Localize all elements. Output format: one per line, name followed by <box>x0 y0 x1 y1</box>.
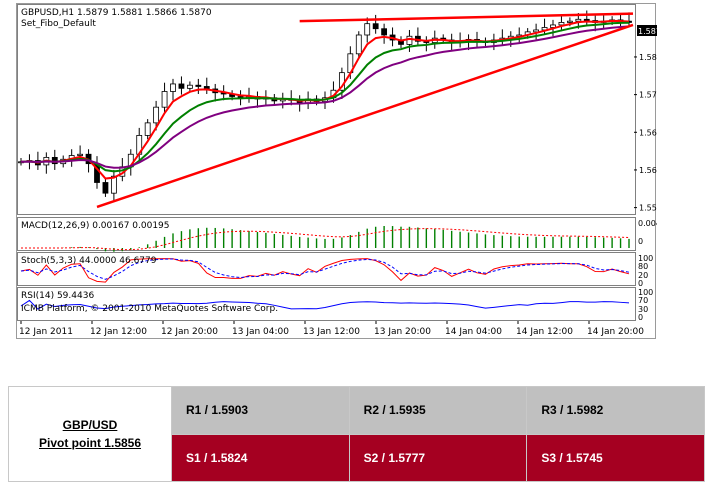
price-tick-label: 1.5695 <box>639 128 657 137</box>
price-panel-border <box>17 4 636 215</box>
candle-body <box>102 182 109 194</box>
price-tick-label: 1.5815 <box>639 53 657 62</box>
chart-svg: 1.5815 1.5755 1.5695 1.5635 1.5575 12 Jan 20… <box>17 4 657 337</box>
stoch-panel-border <box>17 252 636 286</box>
candle-body <box>575 18 582 22</box>
rsi-line <box>20 299 630 310</box>
candle-body <box>406 35 413 45</box>
candle-body <box>364 23 371 36</box>
rsi-tick-30: 30 <box>638 305 648 314</box>
copyright-label: ICMB Platform, © 2001-2010 MetaQuotes So… <box>21 304 278 314</box>
price-tick-label: 1.5575 <box>639 204 657 213</box>
stoch-tick-20: 20 <box>638 271 648 280</box>
candle-body <box>110 175 117 194</box>
time-tick-label: 12 Jan 20:00 <box>161 327 218 337</box>
current-price-tag <box>637 25 657 36</box>
candle-body <box>144 122 151 136</box>
time-axis: 12 Jan 2011 12 Jan 12:00 12 Jan 20:00 13 Ja… <box>19 321 644 337</box>
pivot-point-label: Pivot point 1.5856 <box>38 436 142 450</box>
resistance-1: R1 / 1.5903 <box>171 386 350 435</box>
stoch-signal-line <box>20 258 630 280</box>
support-2: S2 / 1.5777 <box>348 433 528 482</box>
candle-body <box>381 28 388 36</box>
stoch-tick-0: 0 <box>638 279 643 288</box>
pivot-cell: GBP/USD Pivot point 1.5856 <box>8 386 172 482</box>
macd-label: MACD(12,26,9) 0.00167 0.00195 <box>21 221 170 231</box>
time-tick-label: 13 Jan 04:00 <box>232 327 289 337</box>
stoch-label: Stoch(5,3,3) 44.0000 46.6779 <box>21 256 157 266</box>
price-tick-label: 1.5635 <box>639 166 657 175</box>
ma-slow-line <box>20 25 630 169</box>
candle-body <box>355 34 362 55</box>
rsi-line-path <box>20 299 630 310</box>
candle-body <box>533 29 540 33</box>
time-tick-label: 14 Jan 12:00 <box>516 327 573 337</box>
template-label: Set_Fibo_Default <box>21 19 96 29</box>
candle-body <box>178 83 185 89</box>
candle-body <box>153 106 160 124</box>
symbol-line: GBPUSD,H1 1.5879 1.5881 1.5866 1.5870 <box>21 8 212 18</box>
macd-tick-zero: 0 <box>638 237 643 246</box>
moving-averages <box>20 19 630 180</box>
candle-body <box>566 20 573 23</box>
stochastic-lines <box>20 258 630 283</box>
rsi-tick-70: 70 <box>638 296 648 305</box>
candle-body <box>195 84 202 87</box>
time-tick-label: 12 Jan 2011 <box>19 327 73 337</box>
candle-body <box>170 83 176 92</box>
time-tick-label: 12 Jan 12:00 <box>90 327 147 337</box>
stoch-tick-100: 100 <box>638 254 653 263</box>
macd-histogram <box>20 226 630 252</box>
support-trendline <box>96 23 634 209</box>
time-tick-label: 14 Jan 20:00 <box>587 327 644 337</box>
macd-signal-line <box>20 228 630 251</box>
rsi-tick-0: 0 <box>638 313 643 322</box>
macd-tick-top: 0.00449 <box>638 219 657 228</box>
candle-body <box>583 18 590 21</box>
candle-body <box>372 23 379 30</box>
time-tick-label: 14 Jan 04:00 <box>445 327 502 337</box>
stoch-main-line <box>20 258 630 283</box>
resistance-trendline <box>299 12 634 23</box>
price-axis: 1.5815 1.5755 1.5695 1.5635 1.5575 <box>634 53 657 213</box>
resistance-3: R3 / 1.5982 <box>526 386 705 435</box>
candle-body <box>186 84 193 89</box>
rsi-label: RSI(14) 59.4436 <box>21 291 94 301</box>
candle-body <box>558 22 565 26</box>
support-1: S1 / 1.5824 <box>171 433 350 482</box>
trendlines <box>96 12 634 209</box>
current-price-label: 1.5870 <box>638 27 657 36</box>
resistance-2: R2 / 1.5935 <box>348 386 528 435</box>
price-tick-label: 1.5755 <box>639 91 657 100</box>
stoch-tick-80: 80 <box>638 262 648 271</box>
time-tick-label: 13 Jan 20:00 <box>374 327 431 337</box>
macd-panel-border <box>17 217 636 251</box>
time-tick-label: 13 Jan 12:00 <box>303 327 360 337</box>
rsi-panel-border <box>17 287 636 321</box>
pivot-pair: GBP/USD <box>62 418 118 432</box>
ma-mid-line <box>20 21 630 173</box>
support-3: S3 / 1.5745 <box>526 433 705 482</box>
price-chart[interactable]: 1.5815 1.5755 1.5695 1.5635 1.5575 12 Jan 20… <box>16 3 657 339</box>
rsi-tick-100: 100 <box>638 288 653 297</box>
pivot-table: GBP/USD Pivot point 1.5856 R1 / 1.5903 R… <box>8 386 705 482</box>
candle-body <box>77 153 84 156</box>
candle-body <box>161 91 168 108</box>
